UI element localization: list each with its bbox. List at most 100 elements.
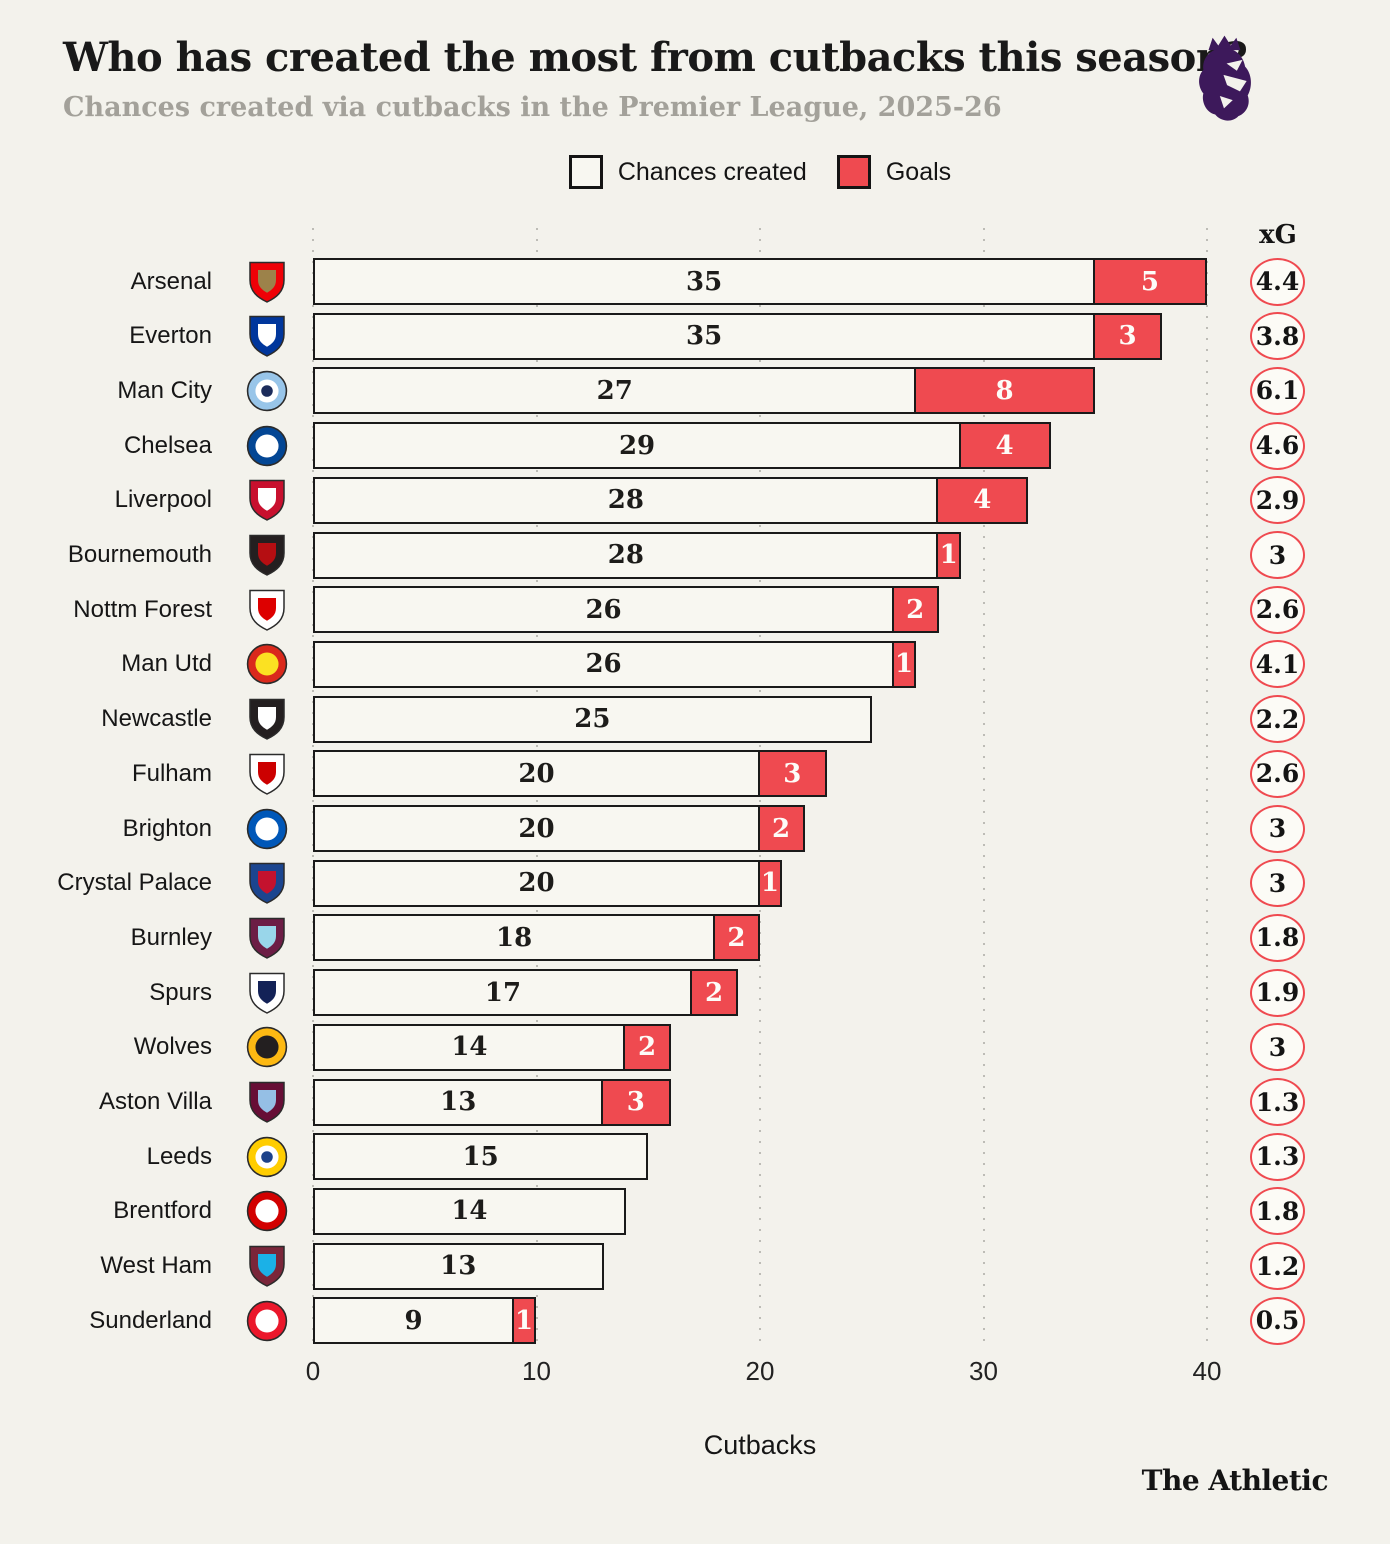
fulham-crest-icon xyxy=(245,751,289,797)
team-label-man-city: Man City xyxy=(117,376,212,404)
x-tick-20: 20 xyxy=(745,1356,775,1386)
goals-value: 2 xyxy=(772,813,791,844)
bournemouth-crest-icon xyxy=(245,532,289,578)
team-row-arsenal: Arsenal 35 5 4.4 xyxy=(0,257,1390,306)
goals-bar-burnley: 2 xyxy=(712,914,760,962)
xg-value: 1.9 xyxy=(1255,978,1300,1008)
goals-bar-brighton: 2 xyxy=(757,805,805,852)
xg-value: 3 xyxy=(1268,868,1287,898)
team-row-chelsea: Chelsea 29 4 4.6 xyxy=(0,421,1390,470)
team-label-aston-villa: Aston Villa xyxy=(99,1088,212,1115)
team-label-fulham: Fulham xyxy=(131,759,212,787)
xg-badge-brentford: 1.8 xyxy=(1250,1187,1305,1236)
team-label-wolves: Wolves xyxy=(133,1033,212,1061)
arsenal-crest-icon xyxy=(245,259,289,305)
team-row-fulham: Fulham 20 3 2.6 xyxy=(0,749,1390,798)
chances-bar-crystal-palace: 20 xyxy=(313,859,760,907)
chelsea-crest-icon xyxy=(245,423,289,469)
goals-value: 8 xyxy=(995,375,1014,406)
goals-value: 3 xyxy=(626,1087,645,1117)
team-label-brighton: Brighton xyxy=(122,814,212,842)
x-tick-0: 0 xyxy=(305,1356,321,1386)
xg-value: 0.5 xyxy=(1255,1306,1300,1336)
goals-bar-aston-villa: 3 xyxy=(601,1078,671,1126)
chances-value: 20 xyxy=(518,868,555,899)
chances-bar-man-city: 27 xyxy=(313,367,917,415)
brentford-crest-icon xyxy=(245,1188,289,1234)
goals-value: 2 xyxy=(727,922,746,953)
chances-value: 15 xyxy=(462,1141,499,1172)
xg-badge-leeds: 1.3 xyxy=(1250,1132,1305,1181)
team-row-west-ham: West Ham 13 1.2 xyxy=(0,1242,1390,1291)
goals-value: 2 xyxy=(637,1032,657,1063)
chances-bar-newcastle: 25 xyxy=(313,695,872,743)
goals-bar-nottm-forest: 2 xyxy=(891,586,939,634)
chances-bar-nottm-forest: 26 xyxy=(313,586,895,634)
team-label-burnley: Burnley xyxy=(130,923,212,951)
goals-value: 3 xyxy=(1118,321,1137,352)
chances-value: 28 xyxy=(607,540,644,570)
xg-value: 3 xyxy=(1268,1032,1287,1062)
team-label-west-ham: West Ham xyxy=(100,1252,212,1280)
everton-crest-icon xyxy=(245,313,289,359)
goals-bar-crystal-palace: 1 xyxy=(757,859,783,907)
xg-value: 4.1 xyxy=(1255,649,1300,679)
team-row-newcastle: Newcastle 25 2.2 xyxy=(0,695,1390,744)
goals-bar-man-city: 8 xyxy=(913,367,1096,415)
team-row-leeds: Leeds 15 1.3 xyxy=(0,1132,1390,1181)
chances-value: 29 xyxy=(618,430,656,461)
chances-bar-arsenal: 35 xyxy=(313,258,1096,305)
goals-value: 4 xyxy=(973,485,992,516)
crystal-palace-crest-icon xyxy=(245,860,289,906)
xg-value: 2.9 xyxy=(1255,485,1300,515)
man-city-crest-icon xyxy=(245,368,289,414)
chances-bar-brighton: 20 xyxy=(313,805,760,852)
xg-value: 1.3 xyxy=(1255,1142,1300,1172)
team-label-nottm-forest: Nottm Forest xyxy=(73,595,212,623)
team-label-arsenal: Arsenal xyxy=(130,267,212,295)
premier-league-logo xyxy=(1199,35,1251,121)
goals-bar-liverpool: 4 xyxy=(936,476,1029,524)
chances-bar-sunderland: 9 xyxy=(313,1297,515,1345)
page-title: Who has created the most from cutbacks t… xyxy=(63,34,1248,81)
spurs-crest-icon xyxy=(245,970,289,1016)
xg-value: 3 xyxy=(1268,814,1287,843)
xg-badge-man-city: 6.1 xyxy=(1250,366,1305,415)
team-row-sunderland: Sunderland 9 1 0.5 xyxy=(0,1296,1390,1345)
team-row-wolves: Wolves 14 2 3 xyxy=(0,1023,1390,1072)
xg-value: 1.8 xyxy=(1255,923,1300,953)
xg-badge-sunderland: 0.5 xyxy=(1250,1296,1305,1345)
xg-badge-spurs: 1.9 xyxy=(1250,968,1305,1017)
x-tick-10: 10 xyxy=(522,1356,551,1386)
goals-bar-spurs: 2 xyxy=(690,969,738,1017)
chances-value: 28 xyxy=(607,485,644,516)
chances-value: 35 xyxy=(686,266,723,297)
chances-bar-wolves: 14 xyxy=(313,1023,626,1071)
chances-value: 17 xyxy=(484,977,522,1008)
legend-label-chances-created: Chances created xyxy=(617,157,807,186)
chances-value: 14 xyxy=(451,1196,488,1227)
xg-badge-bournemouth: 3 xyxy=(1250,531,1305,579)
chances-value: 26 xyxy=(585,594,622,625)
team-label-newcastle: Newcastle xyxy=(101,705,212,733)
west-ham-crest-icon xyxy=(245,1243,289,1289)
xg-value: 2.6 xyxy=(1255,759,1300,789)
gridline-30 xyxy=(982,228,985,1347)
x-tick-40: 40 xyxy=(1192,1356,1222,1386)
burnley-crest-icon xyxy=(245,915,289,961)
xg-badge-chelsea: 4.6 xyxy=(1250,421,1305,470)
team-label-chelsea: Chelsea xyxy=(123,431,212,459)
goals-bar-sunderland: 1 xyxy=(511,1297,537,1345)
team-label-spurs: Spurs xyxy=(149,978,212,1006)
gridline-40 xyxy=(1206,228,1208,1347)
team-row-nottm-forest: Nottm Forest 26 2 2.6 xyxy=(0,585,1390,634)
goals-bar-fulham: 3 xyxy=(757,750,828,798)
chances-bar-brentford: 14 xyxy=(313,1187,626,1235)
xg-value: 2.6 xyxy=(1255,595,1300,625)
chances-bar-aston-villa: 13 xyxy=(313,1078,604,1126)
xg-value: 2.2 xyxy=(1255,704,1300,734)
chances-bar-leeds: 15 xyxy=(313,1133,649,1181)
goals-bar-arsenal: 5 xyxy=(1092,258,1207,305)
newcastle-crest-icon xyxy=(245,696,289,742)
